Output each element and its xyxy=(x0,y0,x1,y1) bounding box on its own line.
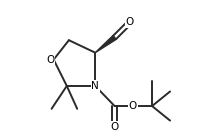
Text: N: N xyxy=(91,81,99,91)
Text: O: O xyxy=(110,122,119,132)
Polygon shape xyxy=(95,35,116,53)
Text: O: O xyxy=(46,55,54,65)
Text: O: O xyxy=(129,101,137,111)
Text: O: O xyxy=(126,17,134,27)
